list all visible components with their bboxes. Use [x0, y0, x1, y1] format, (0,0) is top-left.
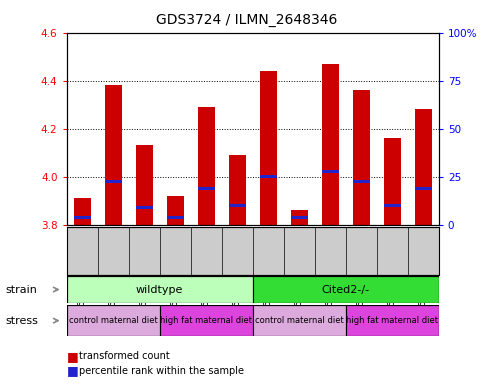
Bar: [67, 276, 252, 303]
Bar: [73, 198, 91, 225]
Bar: [136, 146, 153, 225]
Bar: [105, 86, 122, 225]
Text: percentile rank within the sample: percentile rank within the sample: [79, 366, 244, 376]
Bar: [167, 216, 184, 219]
Bar: [260, 175, 277, 178]
Text: ■: ■: [67, 350, 78, 363]
Bar: [73, 216, 91, 219]
Bar: [252, 276, 439, 303]
Bar: [346, 305, 439, 336]
Bar: [384, 138, 401, 225]
Bar: [136, 207, 153, 209]
Bar: [352, 180, 370, 183]
Bar: [352, 90, 370, 225]
Text: control maternal diet: control maternal diet: [69, 316, 157, 325]
Text: wildtype: wildtype: [136, 285, 183, 295]
Bar: [229, 204, 246, 207]
Bar: [198, 107, 214, 225]
Bar: [105, 180, 122, 183]
Bar: [291, 216, 308, 219]
Bar: [252, 305, 346, 336]
Bar: [67, 305, 160, 336]
Text: GDS3724 / ILMN_2648346: GDS3724 / ILMN_2648346: [156, 13, 337, 27]
Bar: [198, 187, 214, 190]
Bar: [415, 109, 432, 225]
Text: high fat maternal diet: high fat maternal diet: [160, 316, 252, 325]
Bar: [291, 210, 308, 225]
Bar: [321, 170, 339, 173]
Text: high fat maternal diet: high fat maternal diet: [346, 316, 438, 325]
Bar: [160, 305, 252, 336]
Text: ■: ■: [67, 364, 78, 377]
Text: strain: strain: [5, 285, 37, 295]
Bar: [167, 196, 184, 225]
Bar: [415, 187, 432, 190]
Text: stress: stress: [5, 316, 38, 326]
Text: transformed count: transformed count: [79, 351, 170, 361]
Text: control maternal diet: control maternal diet: [255, 316, 344, 325]
Text: Cited2-/-: Cited2-/-: [321, 285, 370, 295]
Bar: [384, 204, 401, 207]
Bar: [321, 64, 339, 225]
Bar: [229, 155, 246, 225]
Bar: [260, 71, 277, 225]
